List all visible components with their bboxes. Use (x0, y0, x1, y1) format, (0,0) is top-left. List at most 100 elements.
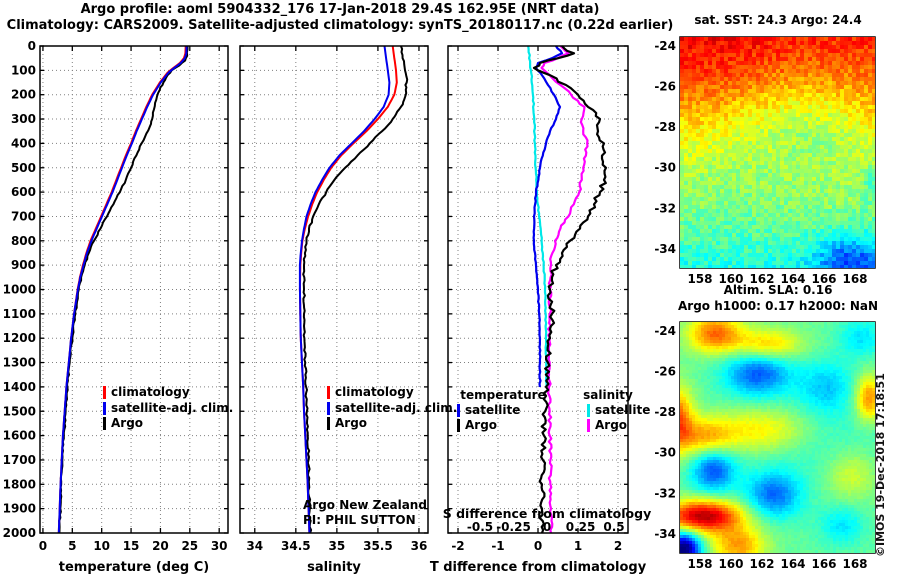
y-tick-label: 1700 (3, 453, 36, 467)
sla-map-title-line1: Altim. SLA: 0.16 (723, 283, 833, 297)
x-tick-label: 35 (329, 539, 346, 553)
x-tick-label: 34 (246, 539, 263, 553)
legend-swatch (327, 417, 330, 430)
legend-label: satellite-adj. clim. (111, 401, 233, 415)
legend-label: Argo (335, 416, 367, 430)
x-tick-label: 30 (211, 539, 228, 553)
legend-label: satellite (465, 403, 520, 417)
y-tick-label: 1100 (3, 307, 36, 321)
map-y-tick-label: -30 (654, 161, 676, 175)
series-argo (302, 45, 409, 534)
map-y-tick-label: -24 (654, 324, 676, 338)
y-tick-label: 1600 (3, 429, 36, 443)
difference-profile-plot (447, 45, 629, 534)
map-x-tick-label: 168 (842, 557, 867, 571)
y-tick-label: 300 (11, 112, 36, 126)
map-y-tick-label: -34 (654, 242, 676, 256)
y-tick-label: 1800 (3, 477, 36, 491)
x-tick-label: 0 (39, 539, 47, 553)
legend-swatch (327, 402, 330, 415)
y-tick-label: 400 (11, 136, 36, 150)
temperature-profile-plot (39, 45, 229, 534)
map-x-tick-label: 158 (687, 557, 712, 571)
sst-map-title: sat. SST: 24.3 Argo: 24.4 (694, 13, 862, 27)
temperature-profile-xlabel: temperature (deg C) (59, 560, 209, 575)
legend-label: Argo (111, 416, 143, 430)
map-y-tick-label: -30 (654, 446, 676, 460)
legend-label: satellite (595, 403, 650, 417)
x-tick-label: -1 (491, 539, 504, 553)
series-s-satellite (527, 45, 548, 388)
sla-map-title-line2: Argo h1000: 0.17 h2000: NaN (677, 299, 879, 313)
y-tick-label: 1400 (3, 380, 36, 394)
x-tick-label: 2 (614, 539, 622, 553)
map-x-tick-label: 162 (749, 557, 774, 571)
legend-label: climatology (111, 385, 190, 399)
map-y-tick-label: -34 (654, 527, 676, 541)
difference-profile-xlabel: T difference from climatology (430, 560, 647, 575)
y-tick-label: 900 (11, 258, 36, 272)
y-tick-label: 1500 (3, 404, 36, 418)
map-y-tick-label: -32 (654, 486, 676, 500)
x-tick-label: 36 (411, 539, 428, 553)
map-y-tick-label: -32 (654, 201, 676, 215)
sla-map-image (680, 322, 875, 553)
figure-title-line2: Climatology: CARS2009. Satellite-adjuste… (6, 18, 674, 33)
annotation-line: Argo New Zealand (303, 498, 427, 512)
imos-watermark: ©IMOS 19-Dec-2018 17:18:51 (874, 373, 887, 557)
y-tick-label: 200 (11, 88, 36, 102)
y-tick-label: 800 (11, 234, 36, 248)
map-y-tick-label: -28 (654, 405, 676, 419)
legend-swatch (103, 417, 106, 430)
series-s-argo (540, 45, 589, 534)
y-tick-label: 1000 (3, 283, 36, 297)
legend-swatch (587, 404, 590, 417)
legend-swatch (457, 404, 460, 417)
y-tick-label: 700 (11, 209, 36, 223)
map-x-tick-label: 166 (811, 272, 836, 286)
s-axis-tick-label: 0.25 (566, 520, 596, 534)
annotation-line: PI: PHIL SUTTON (303, 513, 416, 527)
legend-swatch (587, 419, 590, 432)
x-tick-label: 34.5 (281, 539, 311, 553)
map-y-tick-label: -26 (654, 80, 676, 94)
legend-label: Argo (465, 418, 497, 432)
salinity-profile-plot (239, 45, 429, 534)
legend-label: Argo (595, 418, 627, 432)
y-tick-label: 1300 (3, 356, 36, 370)
y-tick-label: 600 (11, 185, 36, 199)
y-tick-label: 2000 (3, 526, 36, 540)
y-tick-label: 0 (28, 39, 36, 53)
y-tick-label: 1200 (3, 331, 36, 345)
x-tick-label: 20 (152, 539, 169, 553)
legend-label: climatology (335, 385, 414, 399)
x-tick-label: 25 (181, 539, 198, 553)
legend-label: satellite-adj. clim. (335, 401, 457, 415)
y-tick-label: 100 (11, 63, 36, 77)
map-x-tick-label: 160 (718, 272, 743, 286)
x-tick-label: -2 (451, 539, 464, 553)
s-axis-tick-label: 0 (543, 520, 551, 534)
figure-title-line1: Argo profile: aoml 5904332_176 17-Jan-20… (80, 2, 600, 17)
y-tick-label: 1900 (3, 502, 36, 516)
y-tick-label: 500 (11, 161, 36, 175)
map-y-tick-label: -24 (654, 39, 676, 53)
x-tick-label: 35.5 (363, 539, 393, 553)
legend-swatch (103, 386, 106, 399)
s-axis-tick-label: 0.5 (603, 520, 624, 534)
x-tick-label: 5 (68, 539, 76, 553)
s-axis-label: S difference from climatology (443, 506, 652, 521)
map-x-tick-label: 162 (749, 272, 774, 286)
map-y-tick-label: -28 (654, 120, 676, 134)
series-t-satellite (532, 45, 564, 388)
x-tick-label: 10 (93, 539, 110, 553)
map-x-tick-label: 160 (718, 557, 743, 571)
x-tick-label: 15 (123, 539, 140, 553)
figure-title: Argo profile: aoml 5904332_176 17-Jan-20… (0, 2, 680, 34)
map-x-tick-label: 158 (687, 272, 712, 286)
x-tick-label: 1 (574, 539, 582, 553)
legend-header: temperature (460, 388, 545, 402)
legend-header: salinity (583, 388, 633, 402)
x-tick-label: 0 (534, 539, 542, 553)
